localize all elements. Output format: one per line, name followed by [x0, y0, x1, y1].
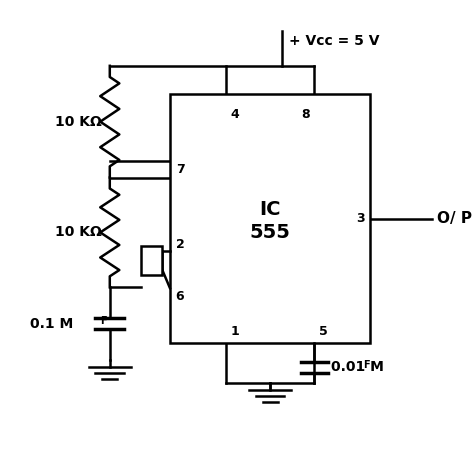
Text: 7: 7: [176, 163, 184, 177]
Text: 6: 6: [176, 290, 184, 303]
Text: 2: 2: [176, 238, 184, 251]
Text: 4: 4: [231, 108, 239, 121]
Text: 0.01 M: 0.01 M: [331, 361, 384, 374]
Text: F: F: [363, 361, 370, 370]
Text: 1: 1: [231, 325, 239, 338]
Text: 10 KΩ: 10 KΩ: [55, 225, 102, 239]
Text: F: F: [100, 316, 106, 326]
Text: 3: 3: [356, 212, 365, 225]
Text: + Vcc = 5 V: + Vcc = 5 V: [289, 34, 380, 48]
Text: 8: 8: [301, 108, 310, 121]
Text: 0.1 M: 0.1 M: [30, 317, 73, 331]
Bar: [141, 246, 162, 275]
Text: 10 KΩ: 10 KΩ: [55, 115, 102, 129]
Bar: [170, 95, 370, 343]
Text: 555: 555: [250, 224, 291, 242]
Text: IC: IC: [259, 200, 281, 219]
Text: 5: 5: [319, 325, 328, 338]
Text: O/ P: O/ P: [437, 211, 472, 226]
